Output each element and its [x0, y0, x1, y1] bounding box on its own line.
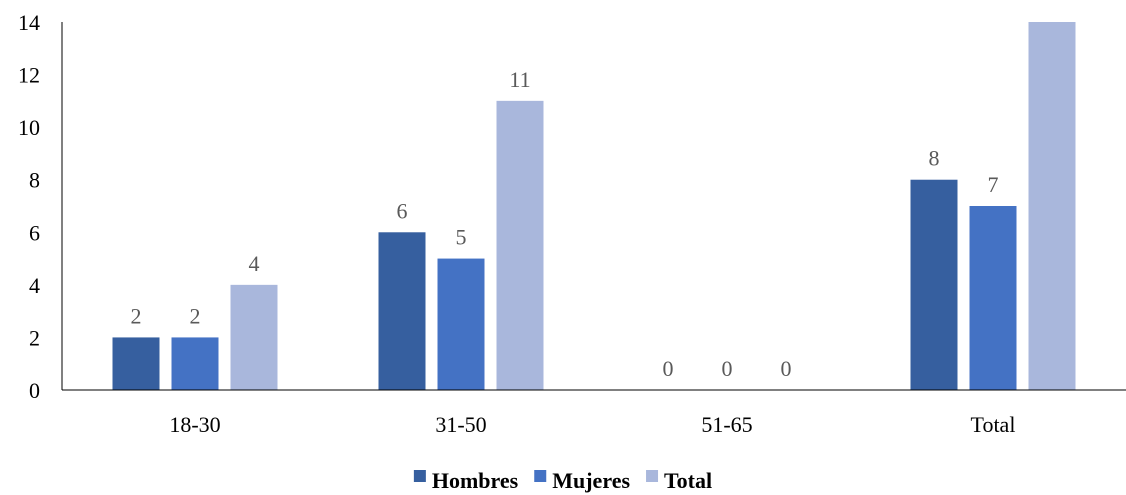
legend-label: Mujeres: [552, 468, 630, 493]
x-axis: 18-30 31-50 51-65 Total: [62, 389, 1126, 437]
bar-total-total: [1028, 22, 1076, 390]
x-tick-label: 18-30: [169, 412, 220, 437]
data-label: 6: [397, 198, 408, 223]
x-tick-label: Total: [971, 412, 1016, 437]
data-label: 5: [456, 225, 467, 250]
y-tick-label: 6: [29, 220, 40, 245]
data-label: 2: [131, 303, 142, 328]
bars: [112, 22, 1076, 390]
legend-label: Hombres: [432, 468, 519, 493]
data-label: 8: [929, 146, 940, 171]
bar-total-18-30: [230, 284, 278, 390]
bar-hombres-total: [910, 179, 958, 390]
y-tick-label: 8: [29, 168, 40, 193]
data-label: 0: [781, 356, 792, 381]
y-tick-label: 0: [29, 378, 40, 403]
legend: Hombres Mujeres Total: [413, 468, 712, 493]
data-label: 2: [190, 303, 201, 328]
legend-swatch-mujeres: [534, 470, 547, 482]
y-tick-label: 10: [18, 115, 40, 140]
data-label: 4: [249, 251, 260, 276]
y-tick-label: 4: [29, 273, 40, 298]
bar-mujeres-18-30: [171, 337, 219, 390]
x-tick-label: 51-65: [701, 412, 752, 437]
bar-hombres-31-50: [378, 232, 426, 390]
data-label: 7: [988, 172, 999, 197]
data-label: 11: [509, 67, 530, 92]
bar-hombres-18-30: [112, 337, 160, 390]
y-tick-label: 12: [18, 63, 40, 88]
bar-mujeres-total: [969, 206, 1017, 390]
data-label: 0: [722, 356, 733, 381]
x-tick-label: 31-50: [435, 412, 486, 437]
legend-swatch-total: [646, 470, 659, 482]
data-label: 0: [663, 356, 674, 381]
y-tick-label: 2: [29, 325, 40, 350]
data-labels: 2 2 4 6 5 11 0 0 0 8 7: [131, 67, 999, 381]
y-axis: 0 2 4 6 8 10 12 14: [18, 10, 63, 403]
bar-mujeres-31-50: [437, 258, 485, 390]
legend-label: Total: [664, 468, 712, 493]
legend-swatch-hombres: [413, 470, 426, 482]
y-tick-label: 14: [18, 10, 40, 35]
bar-total-31-50: [496, 100, 544, 390]
